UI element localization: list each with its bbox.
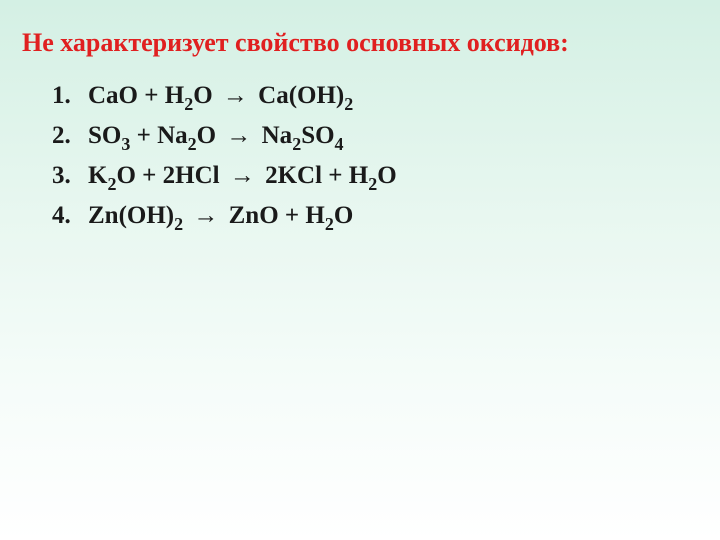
subscript: 2 xyxy=(188,134,197,154)
equation-item-2: 2.SO3 + Na2O → Na2SO4 xyxy=(52,122,700,154)
equation-list: 1.CaO + H2O → Ca(OH)22.SO3 + Na2O → Na2S… xyxy=(20,82,700,234)
subscript: 2 xyxy=(292,134,301,154)
item-number: 1. xyxy=(52,82,88,110)
subscript: 2 xyxy=(184,94,193,114)
subscript: 2 xyxy=(174,214,183,234)
subscript: 2 xyxy=(344,94,353,114)
item-equation: Zn(OH)2 → ZnO + H2O xyxy=(88,202,353,234)
equation-item-3: 3.K2O + 2HCl → 2KCl + H2O xyxy=(52,162,700,194)
question-title: Не характеризует свойство основных оксид… xyxy=(22,28,700,58)
subscript: 3 xyxy=(121,134,130,154)
equation-item-1: 1.CaO + H2O → Ca(OH)2 xyxy=(52,82,700,114)
subscript: 2 xyxy=(325,214,334,234)
item-equation: SO3 + Na2O → Na2SO4 xyxy=(88,122,344,154)
arrow-icon: → xyxy=(223,82,248,110)
arrow-icon: → xyxy=(226,122,251,150)
arrow-icon: → xyxy=(193,202,218,230)
item-equation: K2O + 2HCl → 2KCl + H2O xyxy=(88,162,397,194)
subscript: 2 xyxy=(368,174,377,194)
subscript: 4 xyxy=(335,134,344,154)
item-equation: CaO + H2O → Ca(OH)2 xyxy=(88,82,353,114)
arrow-icon: → xyxy=(230,162,255,190)
item-number: 2. xyxy=(52,122,88,150)
subscript: 2 xyxy=(107,174,116,194)
item-number: 3. xyxy=(52,162,88,190)
equation-item-4: 4.Zn(OH)2 → ZnO + H2O xyxy=(52,202,700,234)
item-number: 4. xyxy=(52,202,88,230)
